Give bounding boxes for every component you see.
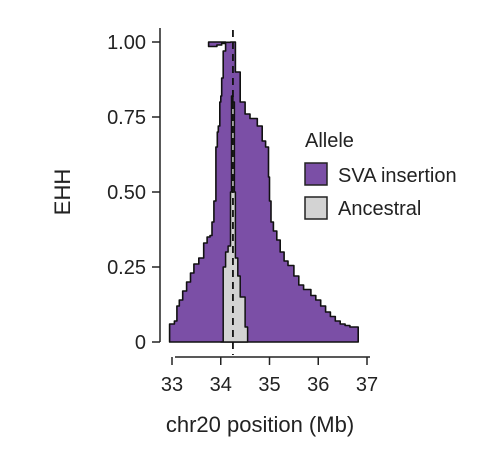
y-axis-ticks: 0 0.25 0.50 0.75 1.00 bbox=[107, 32, 160, 354]
legend-title: Allele bbox=[305, 130, 354, 152]
y-tick-label: 1.00 bbox=[107, 32, 146, 54]
plot-area bbox=[168, 30, 359, 355]
y-tick-label: 0.50 bbox=[107, 182, 146, 204]
series-area-sva-insertion bbox=[168, 41, 359, 343]
x-tick-label: 34 bbox=[210, 374, 232, 396]
x-axis-ticks: 33 34 35 36 37 bbox=[161, 357, 378, 396]
legend-label-ancestral: Ancestral bbox=[338, 198, 421, 220]
legend-label-sva-insertion: SVA insertion bbox=[338, 165, 457, 187]
x-tick-label: 33 bbox=[161, 374, 183, 396]
legend-swatch-ancestral bbox=[304, 196, 328, 220]
legend: Allele SVA insertion Ancestral bbox=[304, 130, 457, 220]
y-tick-label: 0 bbox=[135, 332, 146, 354]
y-tick-label: 0.25 bbox=[107, 257, 146, 279]
x-tick-label: 36 bbox=[307, 374, 329, 396]
x-tick-label: 37 bbox=[356, 374, 378, 396]
x-axis-title: chr20 position (Mb) bbox=[166, 412, 354, 437]
y-axis-title: EHH bbox=[50, 169, 75, 215]
legend-swatch-sva-insertion bbox=[304, 162, 328, 186]
x-tick-label: 35 bbox=[258, 374, 280, 396]
y-tick-label: 0.75 bbox=[107, 107, 146, 129]
